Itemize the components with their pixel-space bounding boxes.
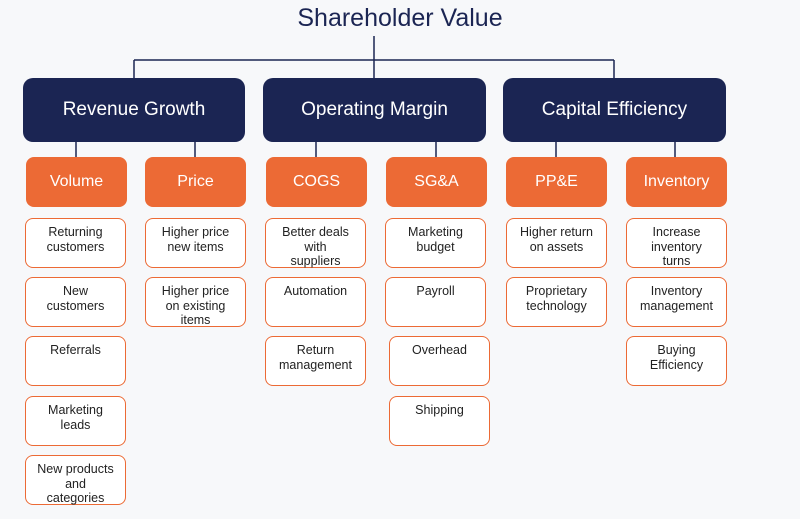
leaf-new-customers: New customers [25, 277, 126, 327]
leaf-higher-price-existing: Higher price on existing items [145, 277, 246, 327]
leaf-marketing-leads: Marketing leads [25, 396, 126, 446]
leaf-higher-price-new: Higher price new items [145, 218, 246, 268]
branch-capital-efficiency: Capital Efficiency [503, 78, 726, 142]
leaf-shipping: Shipping [389, 396, 490, 446]
leaf-returning-customers: Returning customers [25, 218, 126, 268]
branch-operating-margin: Operating Margin [263, 78, 486, 142]
leaf-buying-efficiency: Buying Efficiency [626, 336, 727, 386]
leaf-inventory-management: Inventory management [626, 277, 727, 327]
diagram-title: Shareholder Value [297, 4, 503, 32]
leaf-better-deals: Better deals with suppliers [265, 218, 366, 268]
leaf-return-management: Return management [265, 336, 366, 386]
leaf-higher-return: Higher return on assets [506, 218, 607, 268]
leaf-overhead: Overhead [389, 336, 490, 386]
leaf-payroll: Payroll [385, 277, 486, 327]
driver-inventory: Inventory [626, 157, 727, 207]
leaf-automation: Automation [265, 277, 366, 327]
driver-cogs: COGS [266, 157, 367, 207]
leaf-proprietary-technology: Proprietary technology [506, 277, 607, 327]
leaf-new-products: New products and categories [25, 455, 126, 505]
driver-ppe: PP&E [506, 157, 607, 207]
branch-revenue-growth: Revenue Growth [23, 78, 245, 142]
driver-price: Price [145, 157, 246, 207]
leaf-increase-turns: Increase inventory turns [626, 218, 727, 268]
driver-volume: Volume [26, 157, 127, 207]
driver-sga: SG&A [386, 157, 487, 207]
leaf-marketing-budget: Marketing budget [385, 218, 486, 268]
leaf-referrals: Referrals [25, 336, 126, 386]
